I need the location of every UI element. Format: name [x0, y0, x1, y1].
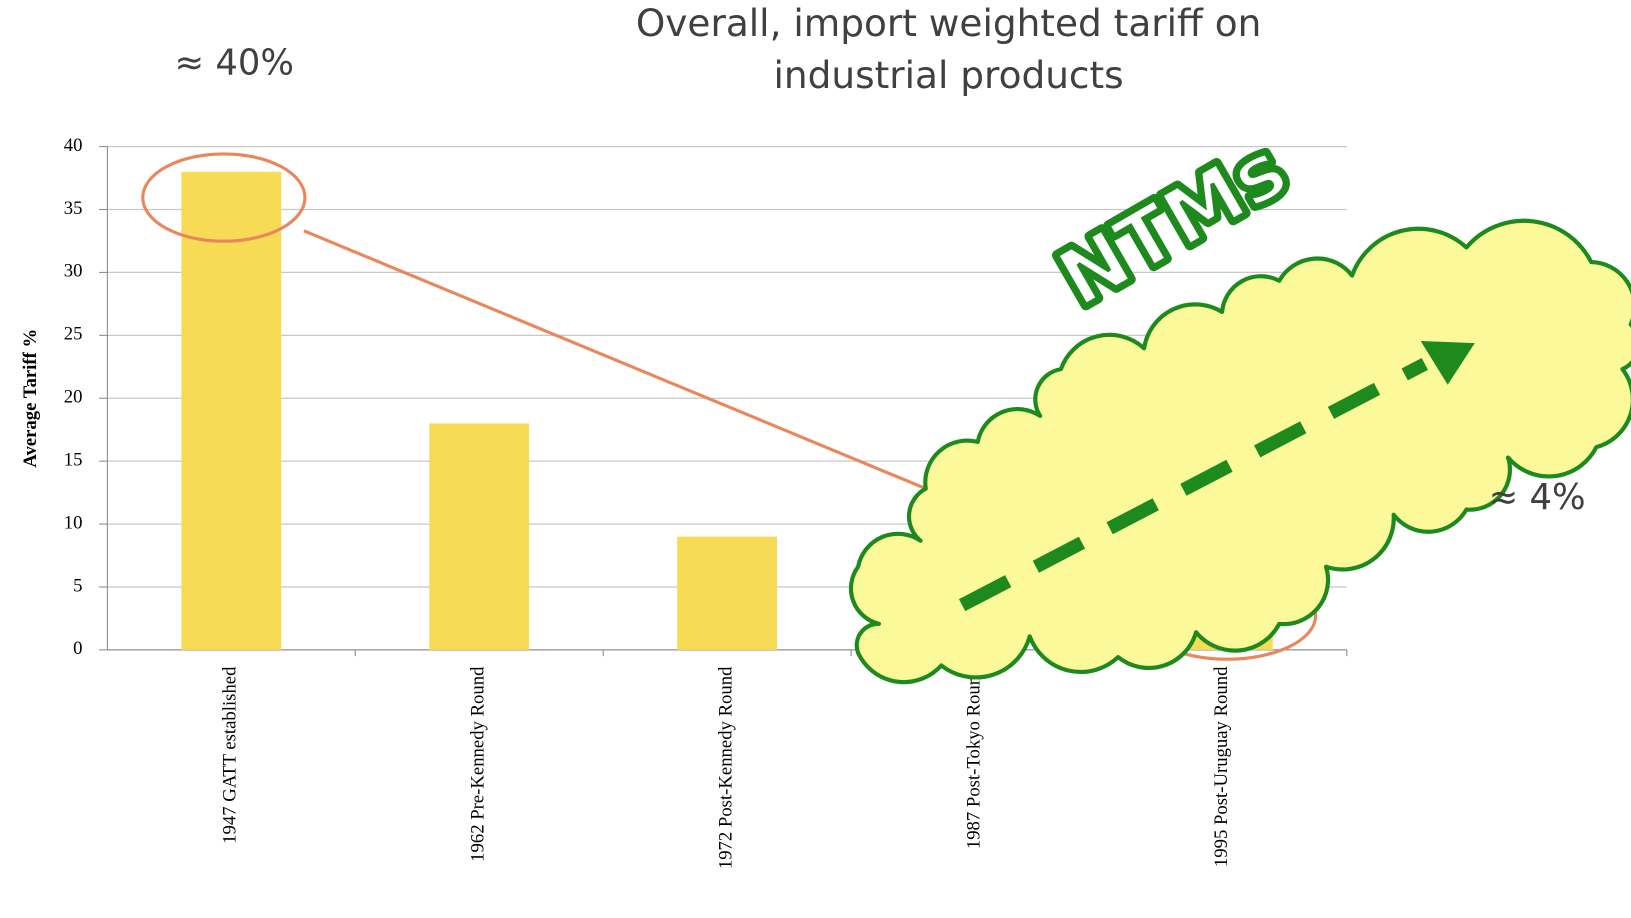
bar [429, 423, 529, 649]
chart: 0 5 10 15 20 25 30 35 40 1947 GATT established 196… [0, 0, 1631, 914]
bar [677, 537, 777, 650]
x-tick-label: 1947 GATT established [220, 666, 241, 844]
x-tick-label: 1962 Pre-Kennedy Round [468, 666, 489, 862]
y-tick-label: 5 [73, 575, 82, 596]
y-tick-label: 30 [64, 261, 83, 282]
y-tick-label: 10 [64, 512, 83, 533]
y-axis-label: Average Tariff % [20, 329, 41, 468]
chart-title: Overall, import weighted tariff on indust… [636, 0, 1262, 96]
title-line: Overall, import weighted tariff on [636, 0, 1262, 44]
bar [181, 172, 281, 650]
annotation: ≈ 4% [1489, 477, 1586, 518]
x-tick-label: 1987 Post-Tokyo Round [963, 666, 984, 849]
y-tick-label: 20 [64, 387, 83, 408]
y-tick-label: 25 [64, 324, 83, 345]
y-tick-label: 15 [64, 449, 83, 470]
connector-line [304, 231, 936, 493]
title-line: industrial products [773, 52, 1123, 96]
cloud [851, 221, 1631, 682]
x-tick-label: 1972 Post-Kennedy Round [715, 666, 736, 869]
y-tick-label: 0 [73, 638, 82, 659]
cloud-group [851, 221, 1631, 682]
y-tick-label: 40 [64, 135, 83, 156]
annotation: ≈ 40% [175, 42, 294, 83]
y-tick-label: 35 [64, 198, 83, 219]
x-tick-label: 1995 Post-Uruguay Round [1211, 666, 1232, 867]
